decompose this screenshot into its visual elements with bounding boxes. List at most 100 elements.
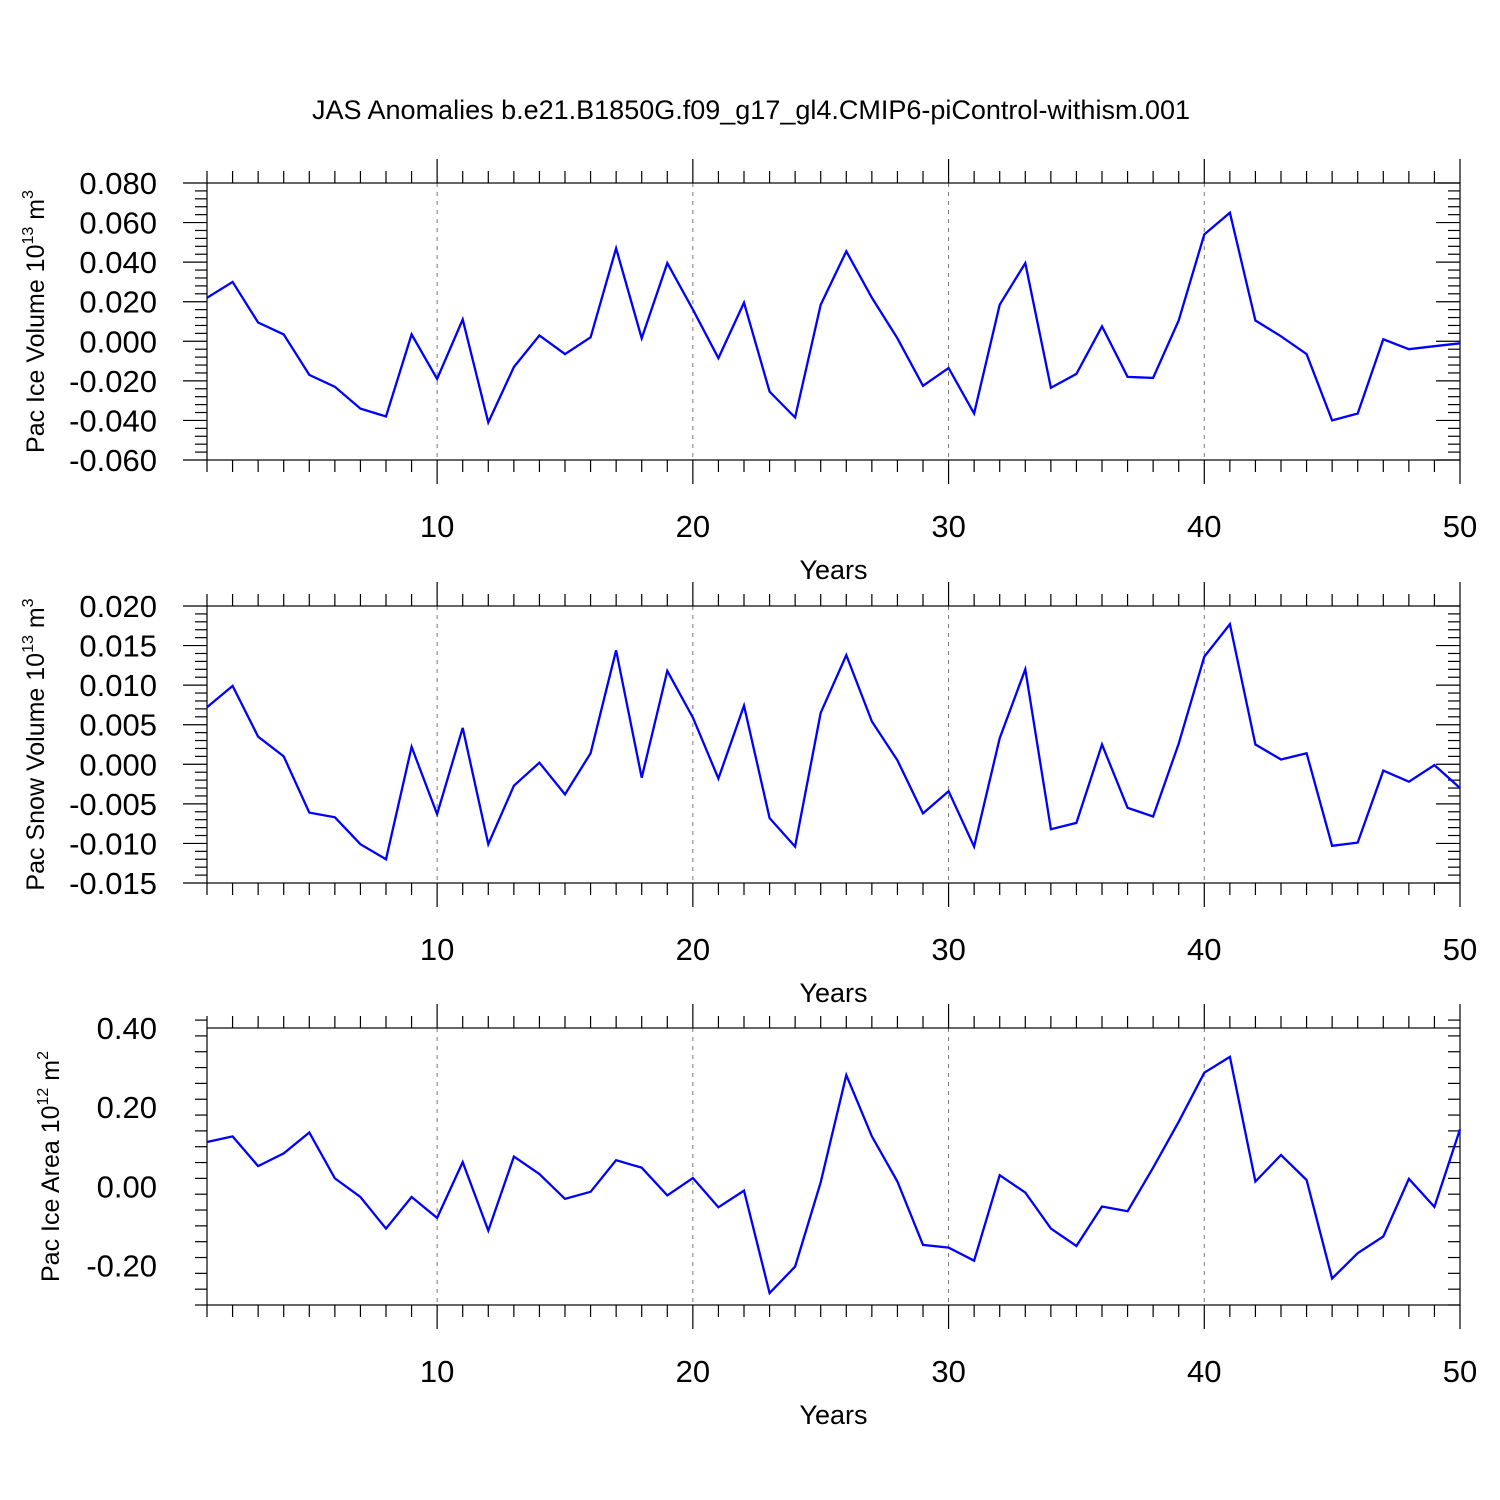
data-point — [845, 1074, 847, 1076]
data-point — [717, 357, 719, 359]
data-point — [283, 333, 285, 335]
data-point — [1126, 807, 1128, 809]
data-point — [871, 720, 873, 722]
data-point — [1357, 412, 1359, 414]
data-point — [1024, 668, 1026, 670]
data-point — [589, 1191, 591, 1193]
xtick-label: 30 — [931, 1354, 965, 1389]
data-point — [1459, 1128, 1461, 1130]
data-point — [1408, 780, 1410, 782]
data-point — [1459, 787, 1461, 789]
data-point — [231, 685, 233, 687]
plot-frame — [207, 1028, 1460, 1305]
data-point — [385, 415, 387, 417]
x-axis-label: Years — [799, 1400, 867, 1430]
data-point — [206, 297, 208, 299]
ytick-label: -0.020 — [69, 364, 157, 399]
data-point — [231, 281, 233, 283]
data-point — [896, 759, 898, 761]
data-point — [231, 1135, 233, 1137]
data-point — [1075, 373, 1077, 375]
data-point — [334, 816, 336, 818]
data-point — [999, 737, 1001, 739]
data-point — [564, 793, 566, 795]
data-point — [999, 303, 1001, 305]
data-point — [283, 755, 285, 757]
data-point — [1433, 345, 1435, 347]
data-point — [487, 1229, 489, 1231]
data-point — [871, 1135, 873, 1137]
data-point — [359, 407, 361, 409]
ytick-label: 0.060 — [79, 206, 157, 241]
data-point — [615, 247, 617, 249]
data-point — [538, 334, 540, 336]
data-point — [1280, 1154, 1282, 1156]
xtick-label: 10 — [420, 932, 454, 967]
xtick-label: 50 — [1443, 509, 1477, 544]
data-point — [1075, 1245, 1077, 1247]
data-point — [1101, 325, 1103, 327]
data-point — [1357, 841, 1359, 843]
panel-2: 10 20 30 40 50 -0.015 -0.010 -0.005 0.000 0.005 0.… — [20, 582, 1477, 1008]
ytick-label: 0.20 — [97, 1090, 157, 1125]
data-point — [641, 1166, 643, 1168]
data-point — [359, 1196, 361, 1198]
data-point — [462, 318, 464, 320]
xtick-label: 20 — [676, 1354, 710, 1389]
data-point — [462, 1161, 464, 1163]
data-point — [871, 297, 873, 299]
data-point — [487, 843, 489, 845]
data-point — [1229, 1056, 1231, 1058]
data-point — [410, 746, 412, 748]
data-point — [692, 1177, 694, 1179]
data-point — [973, 845, 975, 847]
ytick-label: 0.015 — [79, 629, 157, 664]
ytick-label: 0.000 — [79, 747, 157, 782]
ytick-label: 0.010 — [79, 668, 157, 703]
data-point — [922, 812, 924, 814]
data-point — [1101, 743, 1103, 745]
series-line — [207, 213, 1460, 423]
data-point — [666, 670, 668, 672]
ytick-label: -0.040 — [69, 403, 157, 438]
chart-title: JAS Anomalies b.e21.B1850G.f09_g17_gl4.C… — [312, 95, 1190, 125]
data-point — [1280, 758, 1282, 760]
plot-frame — [207, 606, 1460, 883]
data-point — [1254, 743, 1256, 745]
data-point — [973, 412, 975, 414]
data-point — [768, 1292, 770, 1294]
data-point — [513, 1155, 515, 1157]
data-point — [1382, 1235, 1384, 1237]
data-point — [1305, 353, 1307, 355]
data-point — [1459, 342, 1461, 344]
y-axis-label: Pac Ice Area 1012 m2 — [35, 1051, 65, 1282]
data-point — [947, 367, 949, 369]
chart-panels: 10 20 30 40 50 -0.060 -0.040 -0.020 0.000 0.020 0.… — [20, 159, 1477, 1430]
xtick-label: 40 — [1187, 932, 1221, 967]
data-point — [1126, 376, 1128, 378]
data-point — [1178, 743, 1180, 745]
data-point — [1382, 338, 1384, 340]
data-point — [743, 705, 745, 707]
data-point — [436, 378, 438, 380]
data-point — [692, 308, 694, 310]
data-point — [1254, 1180, 1256, 1182]
data-point — [1305, 752, 1307, 754]
data-point — [1178, 319, 1180, 321]
data-point — [717, 1206, 719, 1208]
data-point — [589, 336, 591, 338]
data-point — [999, 1174, 1001, 1176]
data-point — [538, 1173, 540, 1175]
data-point — [922, 1244, 924, 1246]
data-point — [257, 1165, 259, 1167]
data-point — [641, 777, 643, 779]
data-point — [1357, 1252, 1359, 1254]
xtick-label: 40 — [1187, 1354, 1221, 1389]
data-point — [308, 1131, 310, 1133]
data-point — [717, 777, 719, 779]
data-point — [436, 1217, 438, 1219]
data-point — [794, 845, 796, 847]
data-point — [1152, 1166, 1154, 1168]
ytick-label: 0.020 — [79, 589, 157, 624]
data-point — [1305, 1179, 1307, 1181]
